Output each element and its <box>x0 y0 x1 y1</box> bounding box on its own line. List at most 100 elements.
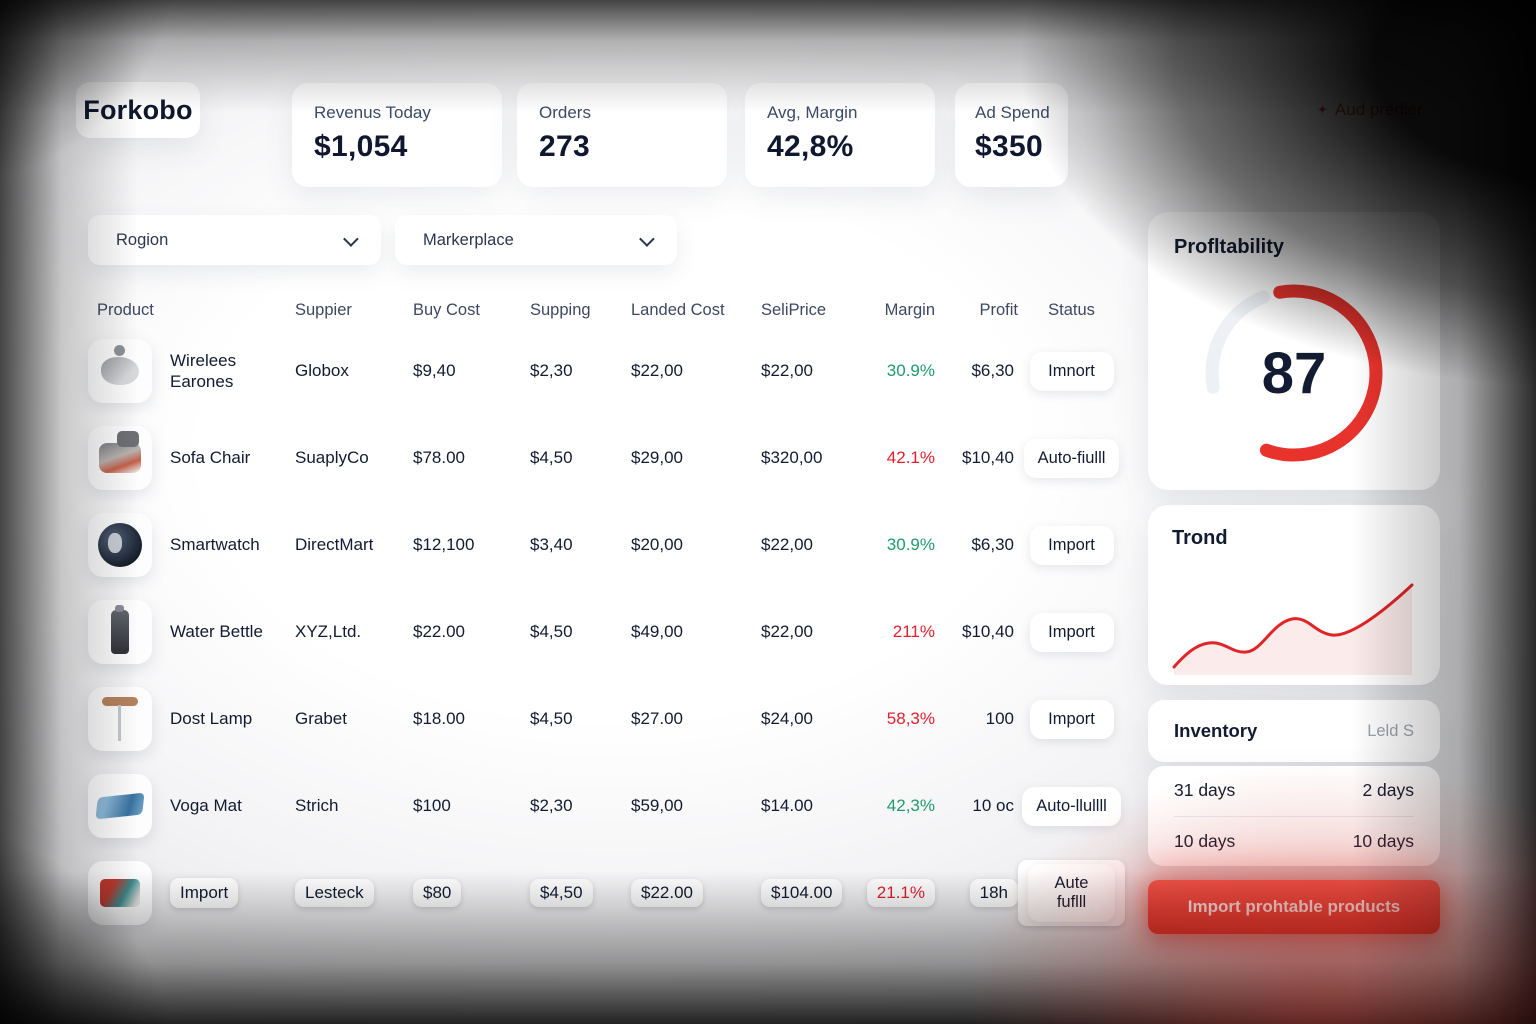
sell-price-cell: $22,00 <box>761 622 813 641</box>
trend-title: Trond <box>1172 527 1228 549</box>
products-table: Product Suppier Buy Cost Supping Landed … <box>88 293 1135 931</box>
status-button[interactable]: Import <box>1029 699 1114 739</box>
buy-cost-cell: $22.00 <box>413 622 465 641</box>
sell-price-cell: $22,00 <box>761 361 813 380</box>
supplier-cell: Strich <box>295 796 339 815</box>
sell-price-cell: $14.00 <box>761 796 813 815</box>
landed-cost-cell: $49,00 <box>631 622 683 641</box>
audit-link[interactable]: ✦ Aud predier <box>1317 100 1423 120</box>
marketplace-dropdown-label: Markerplace <box>423 230 514 249</box>
table-row: Sofa Chair SuaplyCo $78.00 $4,50 $29,00 … <box>88 420 1135 496</box>
profitability-title: Profltability <box>1174 236 1285 258</box>
buy-cost-cell: $78.00 <box>413 448 465 467</box>
table-row: Wirelees Earones Globox $9,40 $2,30 $22,… <box>88 333 1135 409</box>
margin-cell: 30.9% <box>886 361 935 380</box>
stat-card-avg-margin: Avg, Margin 42,8% <box>745 83 935 187</box>
yoga-mat-icon <box>88 774 152 838</box>
table-row: Voga Mat Strich $100 $2,30 $59,00 $14.00… <box>88 768 1135 844</box>
column-header-buy-cost: Buy Cost <box>413 300 480 319</box>
status-button[interactable]: Auto-llullll <box>1022 786 1121 826</box>
profit-cell: $6,30 <box>971 361 1014 380</box>
supplier-cell: Lesteck <box>295 879 374 907</box>
trend-card: Trond <box>1148 505 1440 685</box>
margin-cell: 30.9% <box>886 535 935 554</box>
shipping-cell: $4,50 <box>530 448 573 467</box>
status-button[interactable]: Aute fuflll <box>1028 864 1115 922</box>
supplier-cell: Globox <box>295 361 349 380</box>
shipping-cell: $2,30 <box>530 796 573 815</box>
stat-card-revenue: Revenus Today $1,054 <box>292 83 502 187</box>
marketplace-dropdown[interactable]: Markerplace <box>395 215 677 265</box>
landed-cost-cell: $20,00 <box>631 535 683 554</box>
profit-cell: $10,40 <box>962 622 1014 641</box>
column-header-supplier: Suppier <box>295 300 352 319</box>
table-body: Wirelees Earones Globox $9,40 $2,30 $22,… <box>88 333 1135 931</box>
inventory-row: 10 days 10 days <box>1174 831 1414 852</box>
landed-cost-cell: $27.00 <box>631 709 683 728</box>
region-dropdown[interactable]: Rogion <box>88 215 381 265</box>
supplier-cell: XYZ,Ltd. <box>295 622 362 641</box>
profit-cell: 18h <box>969 879 1018 907</box>
shipping-cell: $4,50 <box>530 622 573 641</box>
status-button[interactable]: Auto-fiulll <box>1023 438 1120 478</box>
inventory-days-left: 10 days <box>1174 830 1236 851</box>
profitability-card: Profltability 87 <box>1148 212 1440 490</box>
inventory-days-right: 2 days <box>1362 780 1414 801</box>
margin-cell: 42.1% <box>886 448 935 467</box>
profitability-score: 87 <box>1261 340 1327 406</box>
region-dropdown-label: Rogion <box>116 230 169 249</box>
bottle-icon <box>88 600 152 664</box>
stat-label: Ad Spend <box>975 103 1050 122</box>
sofa-icon <box>88 426 152 490</box>
column-header-margin: Margin <box>884 300 935 319</box>
shipping-cell: $4,50 <box>530 709 573 728</box>
sell-price-cell: $22,00 <box>761 535 813 554</box>
chevron-down-icon <box>639 230 655 247</box>
status-button[interactable]: Import <box>1029 525 1114 565</box>
column-header-landed-cost: Landed Cost <box>631 300 725 319</box>
profit-cell: $6,30 <box>971 535 1014 554</box>
profitability-gauge: 87 <box>1189 268 1399 478</box>
inventory-days-right: 10 days <box>1352 830 1414 851</box>
landed-cost-cell: $22.00 <box>631 879 703 907</box>
margin-cell: 211% <box>892 622 935 641</box>
table-row: Import Lesteck $80 $4,50 $22.00 $104.00 … <box>88 855 1135 931</box>
stat-label: Avg, Margin <box>767 103 858 122</box>
box-icon <box>88 861 152 925</box>
landed-cost-cell: $22,00 <box>631 361 683 380</box>
sell-price-cell: $104.00 <box>761 879 843 907</box>
product-name: Import <box>170 878 239 908</box>
profit-cell: $10,40 <box>962 448 1014 467</box>
trend-line-chart <box>1172 583 1414 675</box>
earbuds-icon <box>88 339 152 403</box>
inventory-row: 31 days 2 days <box>1174 780 1414 801</box>
shipping-cell: $3,40 <box>530 535 573 554</box>
sell-price-cell: $320,00 <box>761 448 823 467</box>
supplier-cell: SuaplyCo <box>295 448 369 467</box>
margin-cell: 42,3% <box>886 796 935 815</box>
table-row: Water Bettle XYZ,Ltd. $22.00 $4,50 $49,0… <box>88 594 1135 670</box>
column-header-profit: Profit <box>979 300 1018 319</box>
status-button[interactable]: Imnort <box>1029 351 1114 391</box>
table-row: Dost Lamp Grabet $18.00 $4,50 $27.00 $24… <box>88 681 1135 757</box>
lamp-icon <box>88 687 152 751</box>
stat-card-orders: Orders 273 <box>517 83 727 187</box>
supplier-cell: Grabet <box>295 709 347 728</box>
column-header-product: Product <box>97 300 154 319</box>
stat-label: Orders <box>539 103 591 122</box>
divider <box>1174 815 1414 817</box>
app-logo: Forkobo <box>76 82 200 138</box>
buy-cost-cell: $18.00 <box>413 709 465 728</box>
column-header-sell-price: SeliPrice <box>761 300 827 319</box>
sparkle-icon: ✦ <box>1317 102 1328 117</box>
import-profitable-products-button[interactable]: Import prohtable products <box>1148 880 1440 934</box>
supplier-cell: DirectMart <box>295 535 374 554</box>
column-header-status: Status <box>1048 300 1095 319</box>
inventory-title: Inventory <box>1174 720 1258 741</box>
status-button[interactable]: Import <box>1029 612 1114 652</box>
landed-cost-cell: $59,00 <box>631 796 683 815</box>
sell-price-cell: $24,00 <box>761 709 813 728</box>
app-logo-text: Forkobo <box>83 94 193 125</box>
stat-value: 273 <box>539 130 590 163</box>
